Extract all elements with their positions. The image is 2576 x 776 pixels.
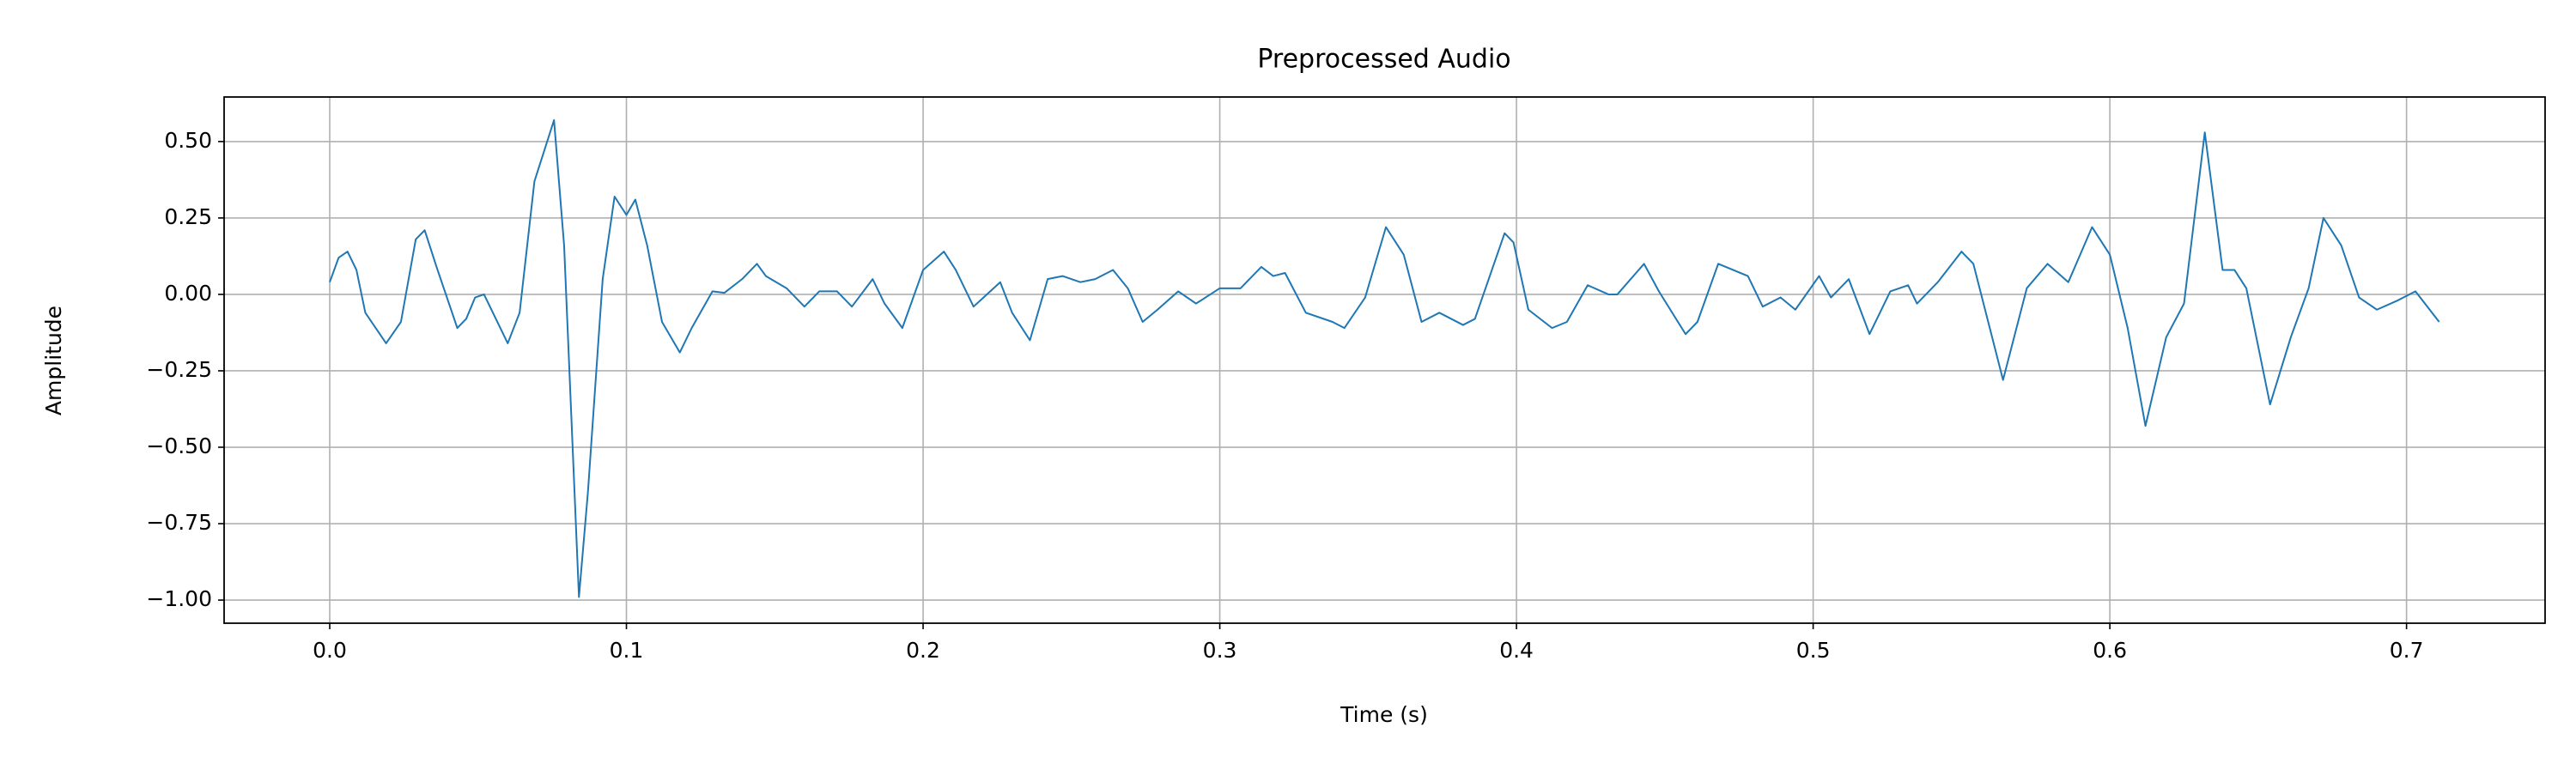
x-tick-label: 0.6 — [2093, 638, 2127, 663]
y-tick-label: 0.25 — [164, 204, 212, 229]
waveform-line — [329, 118, 2440, 598]
x-tick-label: 0.7 — [2390, 638, 2424, 663]
y-tick-label: −0.50 — [146, 433, 212, 458]
y-tick-label: −0.25 — [146, 357, 212, 382]
chart-title: Preprocessed Audio — [1257, 45, 1510, 75]
y-tick-label: 0.00 — [164, 281, 212, 306]
y-axis-label: Amplitude — [41, 306, 66, 415]
x-tick-label: 0.1 — [610, 638, 644, 663]
x-tick-label: 0.3 — [1203, 638, 1237, 663]
x-tick-label: 0.5 — [1796, 638, 1831, 663]
x-tick-label: 0.0 — [313, 638, 347, 663]
y-tick-label: 0.50 — [164, 128, 212, 153]
x-tick-label: 0.2 — [906, 638, 940, 663]
y-tick-label: −0.75 — [146, 510, 212, 535]
x-tick-label: 0.4 — [1499, 638, 1534, 663]
plot-frame — [223, 96, 2546, 624]
y-tick-label: −1.00 — [146, 586, 212, 611]
x-axis-label: Time (s) — [1340, 702, 1428, 727]
